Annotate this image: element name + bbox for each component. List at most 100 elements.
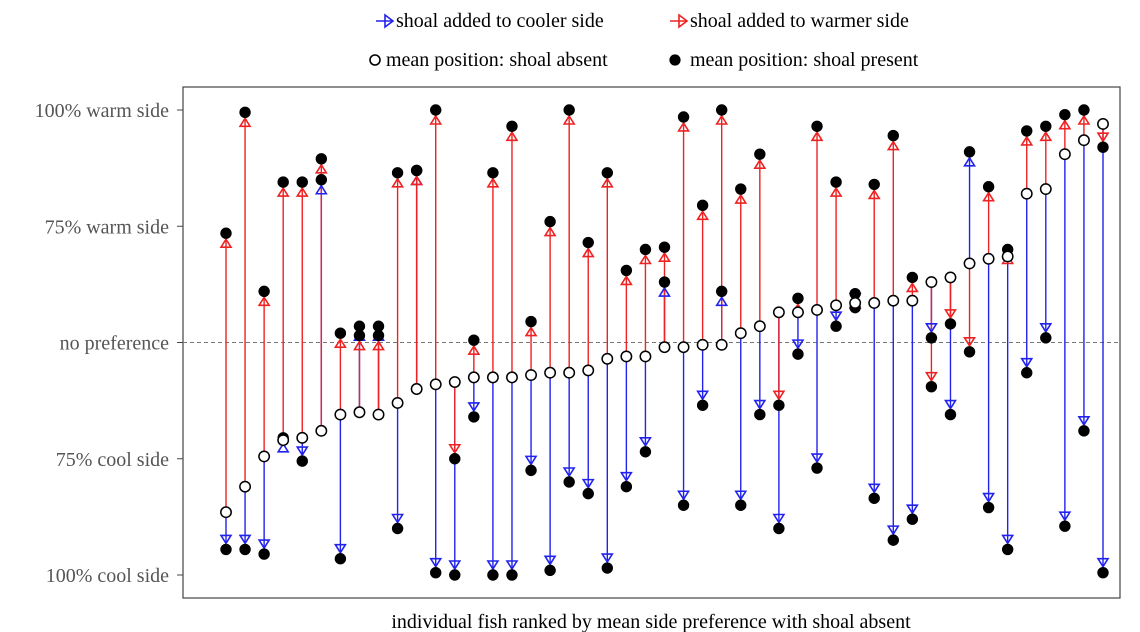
warmer-arrowhead bbox=[1039, 130, 1053, 142]
shoal-present-point bbox=[944, 318, 957, 330]
shoal-present-point bbox=[773, 399, 785, 411]
cooler-arrowhead bbox=[257, 539, 271, 550]
shoal-present-point bbox=[372, 329, 385, 342]
shoal-absent-point bbox=[925, 276, 938, 288]
shoal-absent-point bbox=[391, 397, 404, 409]
shoal-present-point bbox=[410, 164, 423, 177]
warmer-arrowhead bbox=[372, 340, 385, 351]
warmer-arrowhead bbox=[276, 442, 290, 453]
warmer-arrowhead bbox=[524, 326, 538, 337]
cooler-arrowhead bbox=[886, 525, 900, 536]
shoal-present-point bbox=[449, 453, 461, 465]
shoal-present-point bbox=[506, 120, 518, 132]
shoal-present-point bbox=[220, 227, 232, 239]
cooler-arrowhead bbox=[1039, 323, 1053, 334]
shoal-present-point bbox=[735, 183, 747, 195]
cooler-arrowhead bbox=[810, 453, 824, 464]
shoal-absent-point bbox=[1097, 118, 1109, 130]
shoal-absent-point bbox=[1039, 183, 1052, 196]
cooler-arrowhead bbox=[905, 504, 919, 515]
warmer-arrowhead bbox=[963, 156, 976, 167]
cooler-arrowhead bbox=[791, 339, 805, 350]
shoal-present-point bbox=[677, 111, 690, 123]
shoal-present-point bbox=[887, 129, 899, 142]
cooler-arrowhead bbox=[1058, 511, 1072, 522]
warmer-arrowhead bbox=[314, 184, 328, 195]
shoal-present-point bbox=[277, 176, 289, 188]
shoal-present-point bbox=[982, 501, 995, 514]
shoal-present-point bbox=[1059, 520, 1071, 532]
legend: shoal added to cooler side shoal added t… bbox=[369, 10, 919, 71]
cooler-arrowhead bbox=[238, 534, 252, 545]
shoal-present-point bbox=[696, 399, 709, 411]
shoal-absent-point bbox=[887, 294, 900, 307]
shoal-absent-point bbox=[620, 350, 633, 363]
shoal-present-point bbox=[449, 569, 461, 581]
shoal-present-point bbox=[754, 408, 766, 421]
cooler-arrowhead bbox=[562, 467, 576, 478]
cooler-arrowhead bbox=[924, 323, 938, 334]
warmer-arrowhead bbox=[219, 237, 233, 249]
warmer-arrowhead bbox=[295, 186, 309, 197]
y-tick-label: no preference bbox=[60, 333, 169, 355]
shoal-absent-point bbox=[372, 408, 385, 421]
shoal-absent-point bbox=[772, 306, 785, 319]
y-tick-label: 75% warm side bbox=[45, 216, 170, 238]
y-axis: 100% warm side 75% warm side no preference… bbox=[35, 100, 183, 587]
shoal-present-point bbox=[906, 271, 919, 284]
shoal-present-point bbox=[715, 104, 728, 116]
shoal-present-point bbox=[487, 569, 499, 581]
cooler-arrowhead bbox=[772, 390, 786, 401]
shoal-absent-point bbox=[963, 257, 976, 270]
shoal-present-point bbox=[430, 104, 442, 116]
shoal-absent-point bbox=[696, 338, 709, 351]
warmer-arrowhead bbox=[467, 344, 481, 355]
shoal-present-point bbox=[944, 408, 957, 421]
warmer-arrowhead bbox=[715, 114, 729, 125]
shoal-present-point bbox=[296, 455, 308, 467]
shoal-present-point bbox=[525, 315, 537, 328]
cooler-arrowhead bbox=[581, 478, 595, 490]
shoal-absent-point bbox=[811, 304, 823, 316]
shoal-present-point bbox=[715, 285, 728, 298]
cooler-arrowhead bbox=[944, 309, 957, 320]
shoal-present-point bbox=[544, 215, 556, 228]
shoal-present-point bbox=[487, 167, 499, 179]
cooler-arrowhead bbox=[505, 560, 519, 571]
shoal-present-point bbox=[1040, 332, 1052, 344]
shoal-present-point bbox=[1078, 425, 1090, 437]
warmer-arrowhead bbox=[1058, 119, 1072, 130]
shoal-present-point bbox=[391, 522, 404, 535]
shoal-present-point bbox=[430, 566, 442, 579]
shoal-absent-point bbox=[277, 434, 290, 447]
cooler-arrowhead bbox=[486, 560, 500, 571]
shoal-present-point bbox=[792, 348, 804, 360]
shoal-present-point bbox=[525, 464, 537, 477]
cooler-arrowhead bbox=[753, 399, 767, 411]
shoal-present-point bbox=[658, 276, 671, 288]
cooler-arrowhead bbox=[448, 443, 462, 455]
arrow-lines bbox=[225, 116, 1104, 569]
shoal-absent-point bbox=[239, 480, 252, 493]
legend-item-absent: mean position: shoal absent bbox=[369, 49, 608, 71]
shoal-present-point bbox=[830, 320, 842, 332]
shoal-present-point bbox=[582, 487, 594, 500]
cooler-arrowhead bbox=[543, 555, 557, 566]
legend-label-absent: mean position: shoal absent bbox=[386, 49, 608, 71]
shoal-present-point bbox=[811, 120, 823, 132]
cooler-arrowhead bbox=[867, 483, 881, 494]
cooler-arrowhead bbox=[944, 399, 957, 411]
cooler-arrowhead bbox=[734, 490, 748, 501]
shoal-absent-point bbox=[486, 371, 499, 384]
shoal-present-point bbox=[334, 553, 347, 565]
shoal-present-point bbox=[506, 569, 518, 581]
shoal-present-point bbox=[563, 476, 575, 488]
shoal-present-point bbox=[1040, 120, 1052, 132]
warmer-arrowhead bbox=[829, 186, 843, 197]
cooler-arrowhead bbox=[619, 471, 633, 483]
cooler-arrowhead bbox=[982, 492, 996, 504]
shoal-present-point bbox=[906, 513, 919, 525]
shoal-present-point bbox=[334, 327, 347, 339]
shoal-present-point bbox=[754, 148, 766, 160]
shoal-present-point bbox=[563, 104, 575, 116]
